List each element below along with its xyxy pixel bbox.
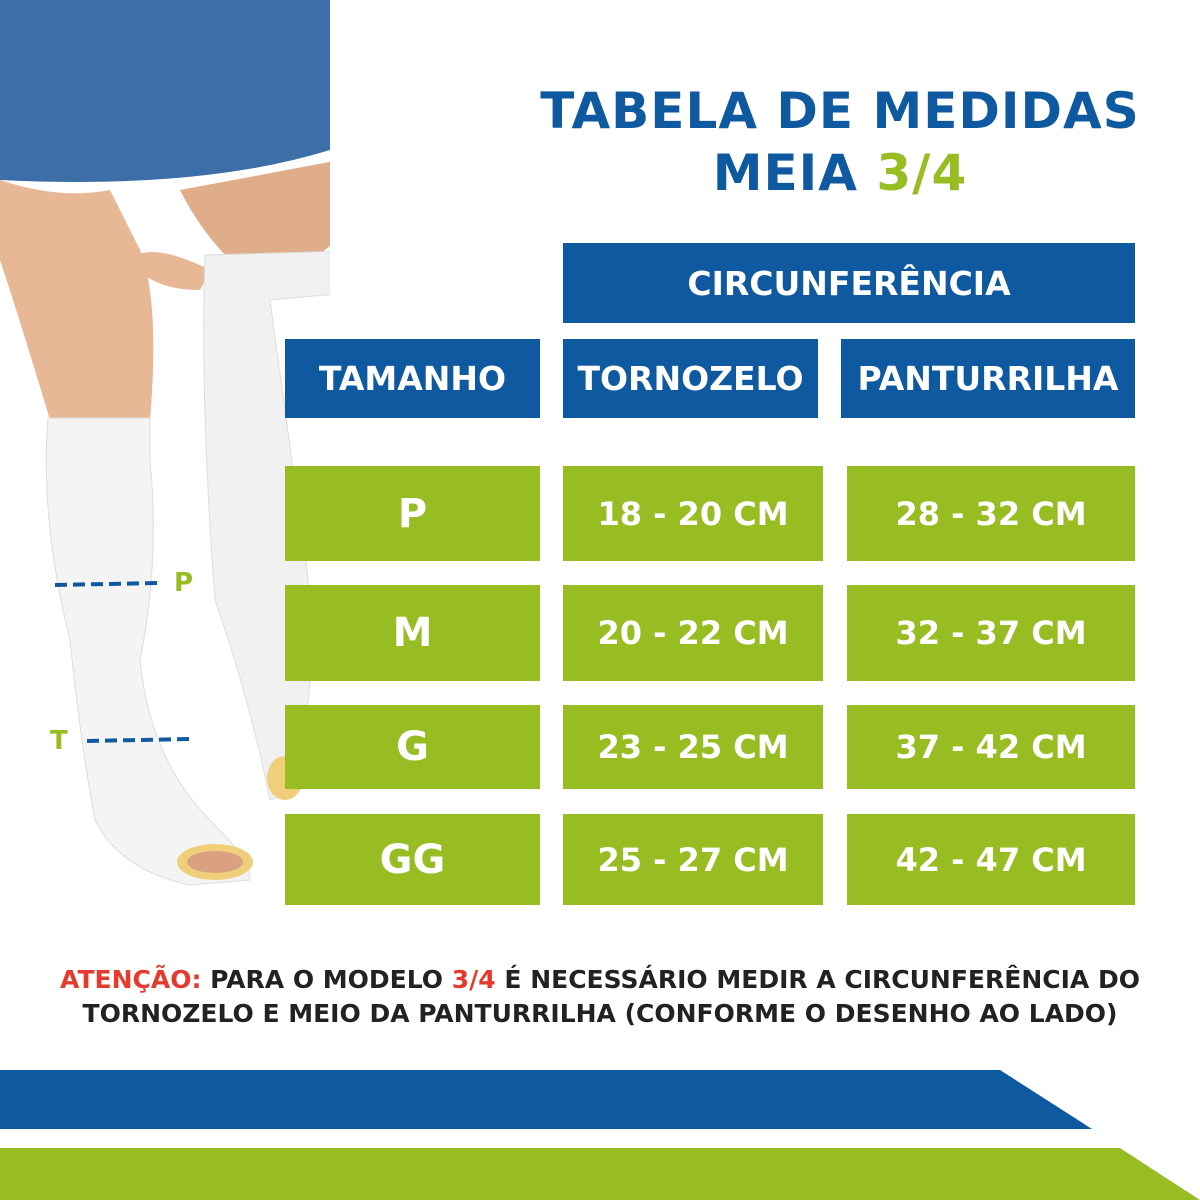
size-cell: GG [285, 814, 540, 905]
calf-marker-label: P [174, 568, 194, 598]
green-stripe [0, 1148, 1200, 1200]
ankle-marker-label: T [50, 726, 68, 756]
size-cell: M [285, 585, 540, 681]
size-cell: P [285, 466, 540, 561]
note-text: É NECESSÁRIO MEDIR A CIRCUNFERÊNCIA DO [504, 965, 1140, 994]
header-size: TAMANHO [285, 339, 540, 418]
leg-left [0, 180, 154, 420]
header-ankle: TORNOZELO [563, 339, 818, 418]
title-line1: TABELA DE MEDIDAS [540, 82, 1140, 140]
group-header-circumference: CIRCUNFERÊNCIA [563, 243, 1135, 323]
note-highlight: 3/4 [451, 965, 496, 994]
blue-stripe [0, 1070, 1092, 1129]
ankle-cell: 23 - 25 CM [563, 705, 823, 789]
attention-note: ATENÇÃO: PARA O MODELO 3/4 É NECESSÁRIO … [20, 963, 1180, 1031]
note-line2: TORNOZELO E MEIO DA PANTURRILHA (CONFORM… [82, 999, 1118, 1028]
title-prefix: MEIA [712, 144, 858, 202]
size-cell: G [285, 705, 540, 789]
attention-label: ATENÇÃO: [60, 965, 202, 994]
ankle-cell: 18 - 20 CM [563, 466, 823, 561]
ankle-cell: 25 - 27 CM [563, 814, 823, 905]
decorative-stripes [0, 1070, 1200, 1200]
skirt [0, 0, 330, 182]
ankle-cell: 20 - 22 CM [563, 585, 823, 681]
hand-left [130, 252, 210, 290]
sock-left [45, 417, 251, 886]
calf-cell: 32 - 37 CM [847, 585, 1135, 681]
leg-right [180, 161, 330, 260]
calf-cell: 37 - 42 CM [847, 705, 1135, 789]
title-highlight: 3/4 [876, 144, 968, 202]
leg-photo [0, 0, 330, 886]
note-text: PARA O MODELO [210, 965, 444, 994]
header-calf: PANTURRILHA [841, 339, 1135, 418]
calf-cell: 42 - 47 CM [847, 814, 1135, 905]
calf-cell: 28 - 32 CM [847, 466, 1135, 561]
title-line2: MEIA 3/4 [500, 144, 1180, 202]
